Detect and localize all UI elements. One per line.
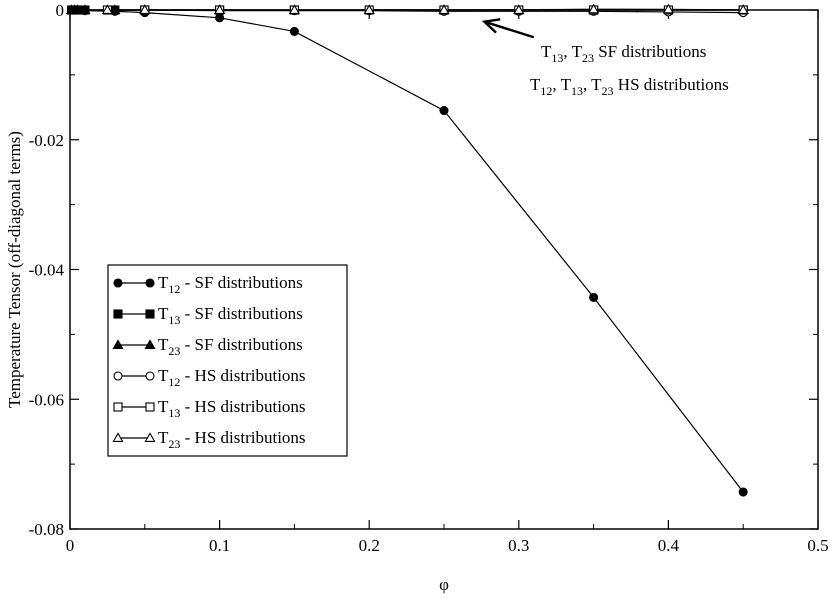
triangle-marker (112, 432, 124, 443)
y-axis: 0 -0.02 -0.04 -0.06 -0.08 (29, 1, 818, 539)
legend-item-3: T12 - HS distributions (113, 366, 306, 389)
annotation-arrow-head (481, 18, 501, 34)
annotation: T13, T23 SF distributions T12, T13, T23 H… (481, 18, 729, 98)
triangle-marker (588, 3, 600, 14)
triangle-marker (139, 4, 151, 14)
x-axis-label: φ (439, 575, 449, 594)
y-tick-label: -0.04 (29, 261, 65, 280)
circle-marker (738, 487, 748, 497)
legend-label: T12 - SF distributions (158, 273, 303, 296)
legend-label: T23 - SF distributions (158, 335, 303, 358)
circle-marker (589, 292, 599, 302)
square-marker (113, 309, 123, 319)
circle-marker (113, 278, 123, 288)
square-marker (113, 402, 123, 412)
y-tick-label: -0.02 (29, 131, 64, 150)
triangle-marker (363, 4, 375, 14)
triangle-marker (112, 339, 124, 350)
legend-label: T12 - HS distributions (158, 366, 306, 389)
triangle-marker (144, 432, 156, 443)
circle-marker (145, 278, 155, 288)
circle-marker (439, 106, 449, 116)
annotation-line-2: T12, T13, T23 HS distributions (530, 75, 729, 98)
triangle-marker (144, 339, 156, 350)
x-tick-label: 0 (66, 536, 75, 555)
legend-label: T23 - HS distributions (158, 428, 306, 451)
series-line-5 (107, 8, 744, 11)
annotation-arrow-shaft (484, 20, 535, 39)
triangle-marker (71, 4, 84, 14)
annotation-line-1: T13, T23 SF distributions (541, 42, 706, 65)
triangle-marker (288, 4, 300, 14)
legend: T12 - SF distributions T13 - SF distribut… (107, 264, 348, 457)
triangle-marker (438, 4, 450, 14)
x-tick-label: 0.5 (807, 536, 828, 555)
circle-marker (289, 26, 299, 36)
triangle-marker (662, 3, 674, 14)
triangle-marker (737, 4, 749, 14)
circle-marker (145, 371, 155, 381)
y-tick-label: -0.08 (29, 520, 64, 539)
square-marker (145, 402, 155, 412)
triangle-marker (214, 4, 226, 14)
legend-box (107, 264, 348, 457)
x-tick-label: 0.4 (658, 536, 680, 555)
y-axis-label: Temperature Tensor (off-diagonal terms) (5, 131, 24, 408)
triangle-marker (109, 4, 121, 14)
circle-marker (113, 371, 123, 381)
triangle-marker (513, 4, 525, 14)
legend-label: T13 - SF distributions (158, 304, 303, 327)
legend-item-2: T23 - SF distributions (112, 335, 303, 358)
y-tick-label: -0.06 (29, 390, 64, 409)
legend-label: T13 - HS distributions (158, 397, 306, 420)
x-tick-label: 0.1 (209, 536, 230, 555)
legend-item-0: T12 - SF distributions (113, 273, 303, 296)
y-tick-label: 0 (56, 1, 65, 20)
legend-item-5: T23 - HS distributions (112, 428, 306, 451)
triangle-marker (101, 4, 113, 14)
series-markers (65, 3, 749, 497)
square-marker (145, 309, 155, 319)
x-tick-label: 0.3 (508, 536, 529, 555)
series-points-5 (101, 3, 749, 14)
x-tick-label: 0.2 (359, 536, 380, 555)
triangle-marker (79, 4, 91, 14)
legend-item-1: T13 - SF distributions (113, 304, 303, 327)
legend-item-4: T13 - HS distributions (113, 397, 306, 420)
